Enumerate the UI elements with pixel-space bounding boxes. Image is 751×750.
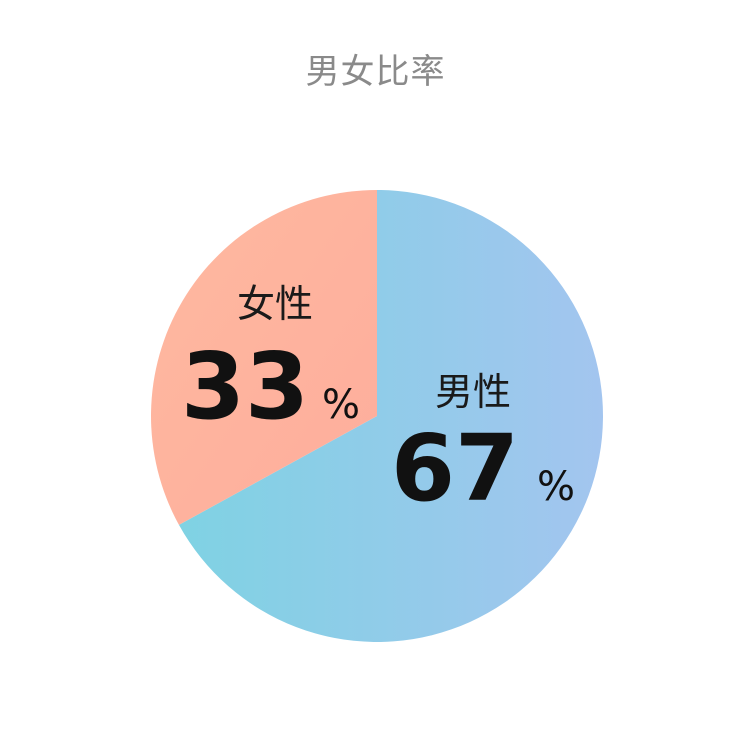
chart-title: 男女比率 [305,52,446,92]
slice-unit-1: % [322,382,360,428]
slice-unit-0: % [537,464,575,510]
pie-slice-0 [178,190,604,642]
pie-slice-1 [151,190,377,525]
slice-label-0: 男性 [435,370,511,414]
slice-value-0: 67 [391,415,519,522]
slice-label-1: 女性 [237,282,313,326]
slice-value-1: 33 [181,333,309,440]
